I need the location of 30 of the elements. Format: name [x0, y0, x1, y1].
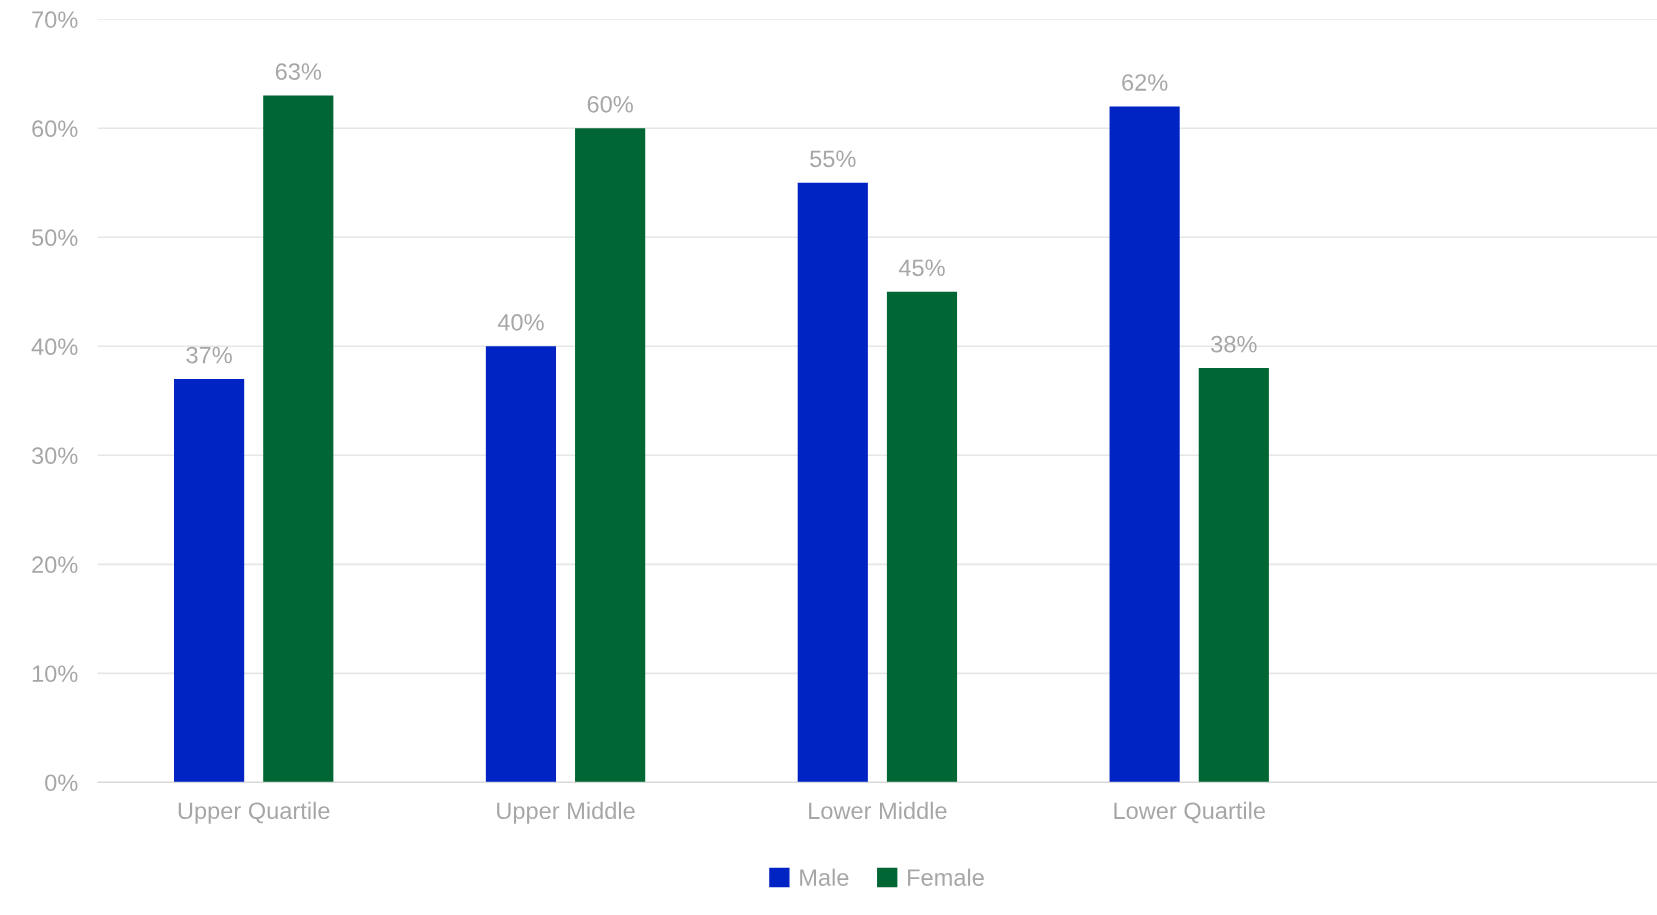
bar [485, 346, 557, 783]
y-tick-label: 40% [31, 338, 78, 356]
legend-label: Female [908, 868, 984, 886]
legend-label: Male [800, 868, 849, 886]
data-label: 38% [1211, 335, 1257, 353]
bar [886, 291, 958, 783]
data-label: 45% [898, 259, 945, 277]
data-label: 37% [186, 346, 232, 364]
x-tick-label: Upper Middle [497, 801, 635, 824]
data-label: 62% [1122, 74, 1168, 91]
y-tick-label: 10% [32, 665, 78, 683]
bar [1109, 106, 1180, 783]
y-tick-label: 60% [32, 120, 78, 138]
y-tick-label: 20% [32, 556, 78, 574]
y-tick-label: 0% [45, 774, 78, 792]
x-tick-label: Lower Middle [809, 801, 947, 820]
data-label: 55% [810, 150, 856, 168]
data-label: 40% [497, 313, 544, 331]
data-label: 60% [587, 95, 633, 113]
bar [1198, 368, 1269, 783]
y-tick-label: 50% [32, 229, 78, 247]
x-tick-label: Lower Quartile [1114, 801, 1265, 824]
y-tick-label: 70% [32, 11, 78, 28]
bar [797, 182, 868, 783]
x-tick-label: Upper Quartile [178, 801, 330, 824]
bar [263, 95, 334, 783]
data-label: 63% [275, 63, 322, 80]
bar [575, 128, 646, 783]
bar [174, 378, 245, 783]
y-tick-label: 30% [31, 447, 78, 465]
